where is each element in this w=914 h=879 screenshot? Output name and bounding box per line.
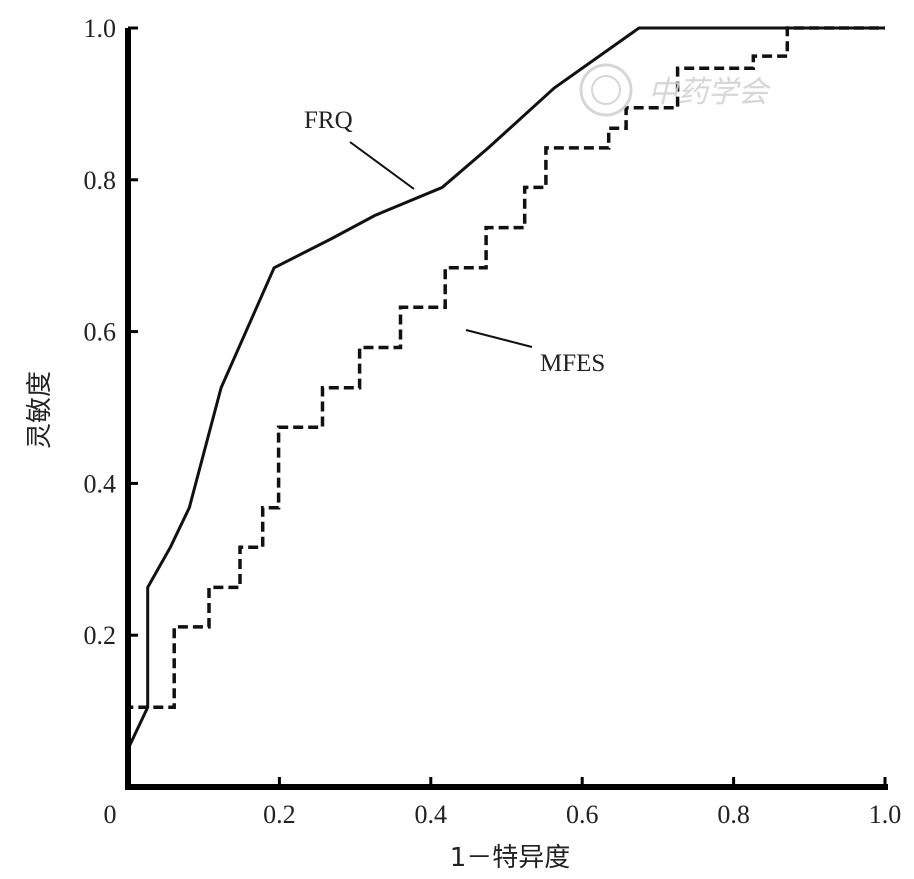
x-tick-label: 0	[104, 800, 117, 829]
y-axis-title: 灵敏度	[25, 371, 55, 449]
x-tick-label: 0.2	[263, 800, 296, 829]
watermark-text: 中药学会	[648, 75, 771, 110]
x-tick-label: 0.4	[415, 800, 448, 829]
frq-series-label: FRQ	[304, 107, 353, 134]
y-tick-label: 1.0	[84, 14, 117, 43]
y-tick-label: 0.8	[84, 166, 117, 195]
mfes-callout-line	[465, 329, 533, 348]
x-tick-label: 0.8	[717, 800, 750, 829]
x-tick-label: 0.6	[566, 800, 599, 829]
watermark-seal-inner-icon	[591, 75, 621, 105]
series-layer	[126, 26, 885, 787]
y-tick-label: 0.2	[84, 621, 117, 650]
series-line-mfes	[126, 26, 885, 787]
y-tick-label: 0.4	[84, 469, 117, 498]
x-tick-label: 1.0	[869, 800, 902, 829]
y-tick-label: 0.6	[84, 318, 117, 347]
series-line-frq	[126, 26, 885, 787]
x-axis-title: 1－特异度	[450, 843, 571, 873]
axes-layer: 0.2 0.4 0.6 0.8 1.0 0 0.2 0.4 0.6 0.8 1.0	[84, 14, 902, 829]
mfes-series-label: MFES	[540, 350, 605, 377]
watermark: 中药学会	[579, 63, 771, 117]
watermark-seal-icon	[579, 63, 633, 117]
frq-callout-line	[349, 141, 415, 190]
